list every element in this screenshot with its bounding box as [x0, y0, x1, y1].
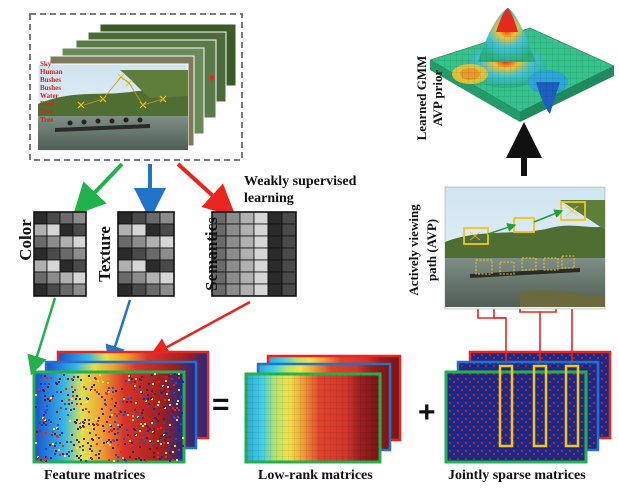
photo-thumbnail-icon [37, 63, 215, 153]
red-arrow-to-feature [149, 300, 251, 357]
gray-matrix-icon [33, 211, 87, 297]
surface-plot-icon [429, 8, 615, 122]
red-arrow-to-semantics [176, 162, 236, 217]
green-arrow-to-feature [27, 297, 57, 376]
photo-annotation-text: Human [40, 68, 63, 76]
color-label: Color [16, 219, 35, 261]
feature-matrices-stack [32, 350, 210, 464]
photo-annotation-text: Sky [40, 60, 52, 68]
texture-label: Texture [95, 226, 114, 282]
gmm-label-line1: Learned GMM [414, 55, 429, 141]
dashed-image-frame [29, 13, 243, 161]
avp-photo [444, 186, 606, 310]
semantics-label: Semantics [202, 217, 221, 291]
photo-annotation-text: Bushes [40, 76, 61, 84]
equals-sign: = [212, 388, 230, 421]
photo-annotation-text: Bushes [40, 84, 61, 92]
gaze-box-icon [463, 227, 489, 245]
low-rank-matrices-label: Low-rank matrices [258, 468, 373, 483]
avp-label-line1: Actively viewing [406, 204, 421, 296]
jointly-sparse-matrices-label: Jointly sparse matrices [448, 468, 586, 483]
photo-annotation-text: Water [40, 92, 59, 100]
green-arrow-to-color [72, 162, 124, 216]
feature-noise [35, 373, 184, 462]
jointly-sparse-matrices-stack [444, 350, 612, 464]
photo-annotation-text: Tree [40, 108, 53, 116]
photo-annotation-text: Tree [40, 116, 53, 124]
feature-matrices-label: Feature matrices [44, 468, 146, 483]
gray-matrix-icon [211, 211, 297, 297]
plus-sign: + [418, 396, 436, 429]
gray-matrix-icon [117, 211, 175, 297]
photo-annotation-text: Boat [40, 100, 55, 108]
blue-arrow-to-feature [105, 299, 132, 366]
weakly-supervised-label: Weakly supervised [244, 174, 357, 189]
gmm-label-line2: AVP prior [430, 69, 445, 127]
low-rank-matrices-stack [244, 354, 402, 464]
avp-label-line2: path (AVP) [424, 218, 439, 282]
learning-label: learning [244, 191, 294, 206]
